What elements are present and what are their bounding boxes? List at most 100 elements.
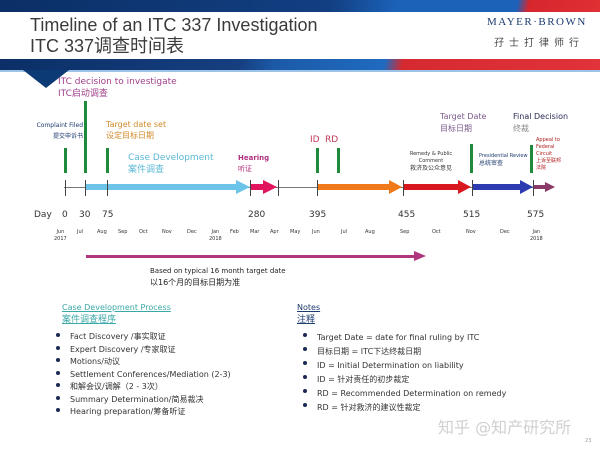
day-label: 0 — [62, 210, 68, 220]
list-item: Settlement Conferences/Mediation (2-3) — [56, 369, 296, 382]
watermark: 知乎 @知产研究所 — [438, 418, 572, 437]
tick-day-515 — [472, 180, 473, 196]
list-item: RD = 针对救济的建议性裁定 — [303, 401, 593, 415]
month-label: Mar — [250, 229, 260, 235]
target-set-label: Target date set 设定目标日期 — [106, 120, 167, 140]
hearing-arrow — [251, 184, 265, 190]
page-title: Timeline of an ITC 337 Investigation ITC… — [30, 15, 317, 57]
final-decision-label: Final Decision 终裁 — [513, 112, 569, 133]
list-item: Summary Determination/简易裁决 — [56, 394, 296, 407]
span-arrow — [86, 255, 416, 258]
logo-en: MAYER·BROWN — [487, 16, 587, 28]
process-title: Case Development Process 案件调查程序 — [62, 303, 171, 325]
target-date-label: Target Date 目标日期 — [440, 112, 487, 133]
list-item: Fact Discovery /事实取证 — [56, 331, 296, 344]
span-arrowhead — [414, 251, 426, 261]
month-label: Apr — [270, 229, 279, 235]
month-label: May — [290, 229, 301, 235]
page-number: 23 — [585, 438, 592, 444]
list-item: RD = Recommended Determination on remedy — [303, 387, 593, 401]
month-label: Aug — [365, 229, 375, 235]
list-item: Motions/动议 — [56, 356, 296, 369]
month-label: Aug — [97, 229, 107, 235]
month-label: Oct — [139, 229, 148, 235]
complaint-label: Complaint Filed 提交申诉书 — [36, 122, 83, 140]
timeline-axis — [64, 187, 554, 188]
day-label: 75 — [102, 210, 114, 220]
header-band-bottom — [0, 59, 600, 70]
notes-list: Target Date = date for final ruling by I… — [303, 331, 593, 415]
month-label: Sep — [400, 229, 410, 235]
itc-decision-marker — [84, 101, 87, 173]
appeal-arrow — [534, 185, 546, 189]
id-label: ID — [310, 135, 320, 145]
list-item: ID = Initial Determination on liability — [303, 359, 593, 373]
list-item: Target Date = date for final ruling by I… — [303, 331, 593, 345]
month-label: Jul — [77, 229, 84, 235]
month-label: Jun 2017 — [54, 229, 67, 242]
title-cn: ITC 337调查时间表 — [30, 36, 185, 56]
presidential-arrowhead — [520, 180, 533, 194]
notes-title: Notes 注释 — [297, 303, 321, 325]
presidential-arrow — [472, 184, 522, 190]
list-item: 目标日期 = ITC下达终裁日期 — [303, 345, 593, 359]
month-label: Oct — [432, 229, 441, 235]
presidential-label: Presidential Review 总统审查 — [479, 153, 528, 167]
list-item: Hearing preparation/筹备听证 — [56, 406, 296, 419]
month-label: Dec — [500, 229, 510, 235]
list-item: Expert Discovery /专家取证 — [56, 344, 296, 357]
span-caption: Based on typical 16 month target date 以16… — [150, 267, 286, 287]
tick-day-30 — [85, 180, 86, 196]
header-band-top — [0, 0, 600, 12]
appeal-label: Appeal to Federal Circuit 上诉至联邦 法院 — [536, 137, 562, 171]
rd-marker — [337, 148, 340, 173]
complaint-marker — [64, 148, 67, 173]
itc-decision-label: ITC decision to investigate ITC启动调查 — [58, 77, 177, 99]
month-label: Dec — [187, 229, 197, 235]
case-development-label: Case Development 案件调查 — [128, 153, 214, 175]
tick-day-395 — [317, 180, 318, 196]
tick-hearing-start — [250, 180, 251, 196]
rd-label: RD — [325, 135, 339, 145]
id-rd-arrowhead — [389, 180, 402, 194]
day-label: 515 — [463, 210, 481, 220]
appeal-arrowhead — [545, 182, 555, 192]
list-item: ID = 针对责任的初步裁定 — [303, 373, 593, 387]
month-label: Feb — [230, 229, 239, 235]
case-development-arrow — [86, 184, 238, 190]
process-list: Fact Discovery /事实取证 Expert Discovery /专… — [56, 331, 296, 419]
logo-cn: 孖士打律师行 — [494, 38, 584, 49]
target-set-marker — [106, 148, 109, 173]
month-label: Nov — [162, 229, 172, 235]
id-marker — [316, 148, 319, 173]
case-development-arrowhead — [236, 180, 250, 194]
remedy-arrowhead — [458, 180, 471, 194]
header-band-light — [0, 70, 600, 72]
day-label: 455 — [398, 210, 416, 220]
month-label: Sep — [118, 229, 128, 235]
tick-day-455 — [403, 180, 404, 196]
target-date-marker — [470, 144, 473, 173]
day-label: 30 — [79, 210, 91, 220]
tick-day-280 — [278, 180, 279, 196]
day-label: 575 — [527, 210, 545, 220]
final-decision-marker — [530, 145, 533, 173]
remedy-arrow — [403, 184, 460, 190]
remedy-label: Remedy & Public Comment 救济及公众意见 — [409, 151, 453, 172]
header-notch — [23, 70, 69, 88]
month-label: Jul — [341, 229, 348, 235]
month-label: Jan 2018 — [209, 229, 222, 242]
id-rd-arrow — [318, 184, 391, 190]
month-label: Nov — [466, 229, 476, 235]
tick-day-0 — [65, 180, 66, 196]
hearing-label: Hearing 听证 — [238, 154, 270, 173]
day-axis-label: Day — [34, 210, 52, 220]
list-item: 和解会议/调解（2 - 3次） — [56, 381, 296, 394]
month-label: Jan 2018 — [530, 229, 543, 242]
tick-day-575 — [533, 180, 534, 196]
hearing-arrowhead — [263, 180, 277, 194]
tick-day-75 — [107, 180, 108, 196]
title-en: Timeline of an ITC 337 Investigation — [30, 15, 318, 35]
month-label: Jun — [312, 229, 320, 235]
day-label: 280 — [248, 210, 266, 220]
